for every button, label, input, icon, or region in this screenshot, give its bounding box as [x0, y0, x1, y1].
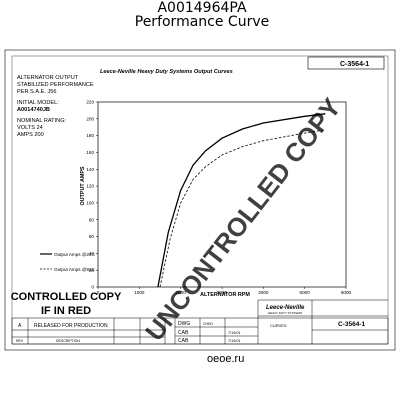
dwg-label: DWG — [178, 321, 190, 327]
site-watermark: oeoe.ru — [207, 353, 244, 365]
y-tick-label: 100 — [86, 201, 94, 206]
title-block — [11, 299, 389, 345]
if-in-red-stamp: IF IN RED — [41, 305, 91, 317]
cab-1: CAB — [178, 330, 189, 336]
chkd-label: CHKD — [203, 322, 213, 326]
y-tick-label: 20 — [89, 268, 95, 273]
rev-header: REV — [16, 339, 24, 343]
cab-2: CAB — [178, 338, 189, 344]
y-tick-label: 40 — [89, 251, 95, 256]
x-tick-label: 3000 — [217, 290, 228, 295]
plot-area: 0 20 40 60 80 100 120 140 160 180 200 220 0 1000 2000 3… — [86, 100, 351, 295]
x-tick-label: 2000 — [176, 290, 187, 295]
chart-title: Leece-Neville Heavy Duty Systems Output … — [100, 69, 233, 75]
rev-a: A — [18, 323, 22, 329]
series-line-solid — [157, 113, 326, 288]
released-for-production: RELEASED FOR PRODUCTION — [34, 323, 108, 329]
y-tick-label: 60 — [89, 234, 95, 239]
description-header: DESCRIPTION — [56, 339, 80, 343]
y-tick-label: 220 — [86, 100, 94, 105]
rating-amps: AMPS 200 — [17, 132, 44, 138]
x-tick-label: 6000 — [341, 290, 352, 295]
rating-label: NOMINAL RATING: — [17, 118, 67, 124]
date-1: 7/19/01 — [228, 331, 241, 335]
page-subtitle: Performance Curve — [134, 14, 270, 30]
part-number-heading: A0014964PA — [157, 0, 247, 16]
x-tick-label: 1000 — [134, 290, 145, 295]
x-axis-label: ALTERNATOR RPM — [200, 292, 250, 298]
model-label: INITIAL MODEL: — [17, 100, 59, 106]
series-line-dashed — [159, 129, 326, 288]
y-tick-label: 200 — [86, 116, 94, 121]
y-tick-label: 180 — [86, 133, 94, 138]
y-tick-label: 80 — [89, 217, 95, 222]
brand-subtitle: HEAVY DUTY SYSTEMS — [268, 311, 302, 315]
y-tick-label: 0 — [91, 285, 94, 290]
desc-line-2: STABILIZED PERFORMANCE — [17, 82, 94, 88]
legend: Output Amps @24C Output Amps @93C — [40, 252, 96, 272]
desc-line-3: PER S.A.E. J56 — [17, 89, 56, 95]
rating-volts: VOLTS 24 — [17, 125, 43, 131]
controlled-copy-stamp: CONTROLLED COPY — [11, 291, 122, 303]
customer-label: CURVES — [270, 323, 287, 328]
y-axis-label: OUTPUT AMPS — [80, 166, 86, 205]
desc-line-1: ALTERNATOR OUTPUT — [17, 75, 79, 81]
drawing-number-box — [307, 56, 385, 70]
legend-label-solid: Output Amps @24C — [54, 252, 96, 257]
model-value: A0014740JB — [17, 107, 50, 113]
x-tick-label: 4000 — [258, 290, 269, 295]
y-tick-label: 160 — [86, 150, 94, 155]
brand-logo: Leece-Neville — [266, 305, 305, 311]
x-tick-label: 0 — [97, 290, 100, 295]
date-2: 7/19/01 — [228, 339, 241, 343]
legend-label-dashed: Output Amps @93C — [54, 267, 96, 272]
drawing-number-bottom: C-3564-1 — [338, 321, 365, 328]
drawing-number: C-3564-1 — [340, 61, 369, 68]
y-tick-label: 120 — [86, 184, 94, 189]
x-tick-label: 5000 — [300, 290, 311, 295]
y-tick-label: 140 — [86, 167, 94, 172]
